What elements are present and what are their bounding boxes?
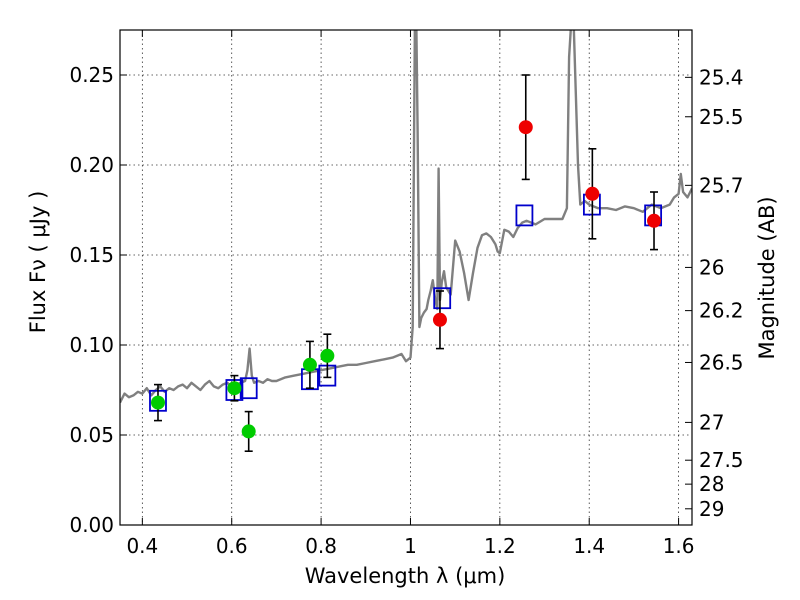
y-axis-right-label: Magnitude (AB): [755, 196, 779, 359]
y-tick-label: 0.20: [69, 153, 114, 177]
x-tick-label: 0.4: [126, 534, 158, 558]
mag-tick-label: 26.5: [699, 350, 744, 374]
plot-area: [120, 30, 692, 453]
series-group: [120, 30, 692, 453]
mag-tick-label: 29: [699, 497, 724, 521]
mag-tick-label: 25.5: [699, 105, 744, 129]
mag-tick-label: 26.2: [699, 299, 744, 323]
y-tick-label: 0.10: [69, 333, 114, 357]
x-tick-label: 1: [404, 534, 417, 558]
spectrum-line: [120, 30, 692, 404]
mag-tick-label: 25.4: [699, 65, 744, 89]
data-point: [150, 395, 165, 410]
y-tick-label: 0.05: [69, 423, 114, 447]
mag-tick-label: 27: [699, 410, 724, 434]
y-tick-label: 0.15: [69, 243, 114, 267]
plot-frame: [119, 29, 693, 526]
data-point: [518, 120, 533, 135]
x-tick-label: 1.6: [663, 534, 695, 558]
data-point: [302, 357, 317, 372]
grid: [120, 30, 692, 526]
y-axis-label: Flux Fν ( μJy ): [26, 191, 50, 334]
x-axis-label: Wavelength λ (μm): [305, 564, 506, 588]
data-point: [320, 348, 335, 363]
mag-tick-label: 27.5: [699, 448, 744, 472]
data-point: [241, 424, 256, 439]
axis-ticks: 0.4 0.6 0.8 1 1.2 1.4 1.6 0.00 0.05 0.10 0.15 0.20 0…: [69, 30, 744, 558]
x-tick-label: 0.8: [305, 534, 337, 558]
y-tick-label: 0.00: [69, 513, 114, 537]
data-point: [647, 213, 662, 228]
data-point: [227, 381, 242, 396]
mag-tick-label: 28: [699, 472, 724, 496]
y-tick-label: 0.25: [69, 63, 114, 87]
data-point: [585, 186, 600, 201]
model-square: [515, 204, 534, 227]
data-point: [432, 312, 447, 327]
x-tick-label: 1.2: [484, 534, 516, 558]
x-tick-label: 1.4: [573, 534, 605, 558]
x-tick-label: 0.6: [216, 534, 248, 558]
mag-tick-label: 25.7: [699, 173, 744, 197]
mag-tick-label: 26: [699, 255, 724, 279]
model-square: [433, 287, 452, 310]
